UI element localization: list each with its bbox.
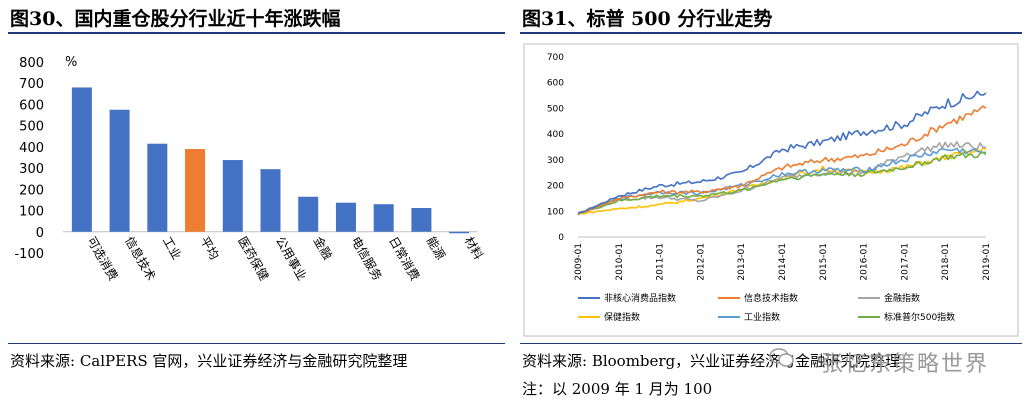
bar-category-label: 金融	[311, 234, 336, 262]
bar	[373, 204, 394, 232]
line-x-tick: 2014-01	[778, 243, 788, 281]
line-y-tick: 600	[547, 79, 564, 89]
line-series	[577, 90, 987, 214]
line-series	[577, 151, 987, 216]
right-footer-rule	[520, 343, 1022, 344]
line-y-tick: 200	[547, 182, 564, 192]
left-source: 资料来源: CalPERS 官网，兴业证券经济与金融研究院整理	[10, 352, 408, 370]
bar	[109, 109, 130, 232]
legend-label: 金融指数	[884, 292, 920, 304]
bar	[71, 87, 92, 232]
right-note: 注：以 2009 年 1 月为 100	[522, 380, 713, 398]
bar-y-tick: 100	[19, 205, 44, 220]
bar-category-label: 可选消费	[84, 234, 120, 283]
line-x-tick: 2009-01	[574, 243, 584, 281]
bar	[222, 160, 243, 232]
right-chart-title: 图31、标普 500 分行业走势	[522, 8, 773, 30]
line-x-tick: 2016-01	[860, 243, 870, 281]
bar-y-tick: 200	[19, 183, 44, 198]
bar-y-tick: 500	[19, 120, 44, 135]
right-source: 资料来源: Bloomberg，兴业证券经济与金融研究院整理	[522, 352, 901, 370]
line-y-tick: 700	[547, 53, 564, 63]
watermark: 张忆东策略世界	[820, 352, 989, 377]
left-footer-rule	[8, 343, 505, 344]
bar-category-label: 材料	[462, 234, 486, 262]
legend-label: 信息技术指数	[744, 292, 798, 304]
bar-unit-label: %	[65, 55, 77, 70]
line-x-tick: 2011-01	[656, 243, 666, 281]
bar	[449, 231, 470, 234]
left-chart-title: 图30、国内重仓股分行业近十年涨跌幅	[10, 8, 341, 30]
line-y-tick: 100	[547, 207, 564, 217]
legend-label: 非核心消费品指数	[604, 292, 676, 304]
bar	[260, 169, 281, 232]
line-series	[577, 140, 987, 215]
line-x-tick: 2013-01	[737, 243, 747, 281]
left-title-rule	[8, 32, 505, 34]
legend-label: 工业指数	[744, 311, 780, 323]
bar	[335, 202, 356, 232]
bar-y-tick: 400	[19, 141, 44, 156]
bar	[147, 143, 168, 232]
bar-y-tick: 700	[19, 77, 44, 92]
bar	[185, 149, 206, 232]
bar-y-tick: -100	[14, 247, 44, 262]
line-chart: 700 600 500 400 300 200 100 0 2009-01 2010-01 2011…	[523, 43, 1019, 337]
bar-y-tick: 300	[19, 162, 44, 177]
line-x-tick: 2012-01	[696, 243, 706, 281]
line-x-tick: 2010-01	[615, 243, 625, 281]
wechat-icon	[769, 348, 794, 367]
legend-label: 保健指数	[604, 311, 640, 323]
line-x-tick: 2015-01	[819, 243, 829, 281]
bar-category-label: 电信服务	[348, 234, 385, 283]
bar-category-label: 公用事业	[273, 234, 309, 283]
right-title-rule	[520, 32, 1022, 34]
bar-category-label: 日常消费	[386, 234, 422, 283]
line-y-tick: 500	[547, 104, 564, 114]
line-y-tick: 300	[547, 156, 564, 166]
bar-y-tick: 800	[19, 56, 44, 71]
line-chart-frame	[523, 43, 1019, 337]
bar-category-label: 平均	[197, 234, 221, 262]
bar-category-label: 能源	[424, 234, 448, 262]
legend-label: 标准普尔500指数	[884, 311, 955, 323]
bar-category-label: 工业	[160, 234, 184, 262]
bar-chart: % 800 700 600 500 400 300 200 100 0 -100 可选消费 信息技术 工业…	[14, 55, 486, 283]
line-x-tick: 2017-01	[900, 243, 910, 281]
bar-y-tick: 0	[36, 226, 44, 241]
bar	[411, 208, 432, 232]
bar-category-label: 医药保健	[235, 234, 271, 283]
line-series	[577, 105, 987, 216]
bar	[298, 196, 319, 232]
line-y-tick: 400	[547, 130, 564, 140]
line-y-tick: 0	[558, 233, 564, 243]
bar-y-tick: 600	[19, 98, 44, 113]
bar-category-label: 信息技术	[122, 234, 159, 283]
line-x-tick: 2019-01	[982, 243, 992, 281]
line-x-tick: 2018-01	[941, 243, 951, 281]
